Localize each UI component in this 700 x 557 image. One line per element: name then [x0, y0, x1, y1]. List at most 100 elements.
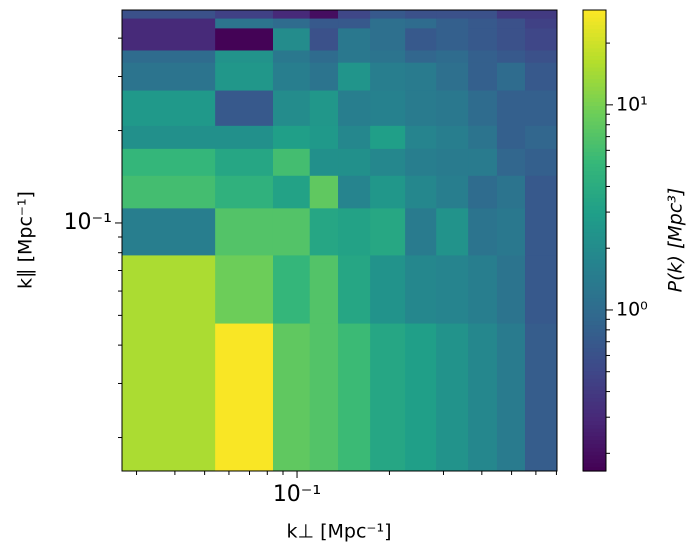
heatmap-cell: [309, 125, 339, 149]
colorbar-segment: [583, 21, 606, 26]
colorbar-segment: [583, 467, 606, 472]
colorbar-segment: [583, 301, 606, 307]
colorbar-segment: [583, 159, 606, 165]
heatmap-cell: [338, 148, 371, 176]
colorbar-segment: [583, 271, 606, 276]
heatmap-cell: [338, 254, 371, 324]
heatmap-cell: [215, 148, 274, 176]
heatmap-cell: [468, 148, 498, 176]
colorbar-segment: [583, 409, 606, 414]
colorbar-segment: [583, 340, 606, 345]
heatmap-cell: [122, 125, 216, 149]
colorbar-segment: [583, 413, 606, 418]
colorbar-segment: [583, 205, 606, 211]
heatmap-cell: [309, 49, 339, 63]
heatmap-cell: [272, 254, 311, 324]
heatmap-cell: [309, 27, 339, 51]
colorbar-segment: [583, 25, 606, 30]
colorbar-segment: [583, 129, 606, 134]
heatmap-cell: [272, 10, 311, 19]
heatmap-cell: [525, 90, 558, 126]
colorbar-segment: [583, 259, 606, 265]
heatmap-cell: [122, 323, 216, 472]
heatmap-cell: [496, 175, 526, 209]
colorbar-segment: [583, 440, 606, 445]
heatmap-cell: [496, 10, 526, 19]
heatmap-cell: [272, 323, 311, 472]
heatmap-cell: [272, 175, 311, 209]
colorbar-segment: [583, 148, 606, 153]
heatmap-cell: [525, 49, 558, 63]
heatmap-cell: [370, 18, 406, 29]
heatmap-cell: [309, 90, 339, 126]
colorbar-segment: [583, 378, 606, 384]
heatmap-cell: [468, 125, 498, 149]
heatmap-cell: [215, 125, 274, 149]
colorbar-segment: [583, 244, 606, 249]
colorbar-segment: [583, 155, 606, 161]
colorbar-segment: [583, 90, 606, 96]
colorbar-segment: [583, 444, 606, 449]
colorbar-segment: [583, 348, 606, 353]
colorbar-segment: [583, 167, 606, 172]
colorbar-segment: [583, 275, 606, 280]
heatmap-cell: [496, 90, 526, 126]
heatmap-cell: [468, 18, 498, 29]
heatmap-cell: [405, 10, 437, 19]
heatmap-cell: [370, 49, 406, 63]
x-tick-label: 10⁻¹: [273, 482, 321, 507]
heatmap-cell: [436, 90, 469, 126]
heatmap-cell: [405, 18, 437, 29]
heatmap-cell: [309, 323, 339, 472]
heatmap-cell: [370, 254, 406, 324]
heatmap-cell: [370, 27, 406, 51]
heatmap-cell: [436, 148, 469, 176]
heatmap-cell: [122, 207, 216, 256]
heatmap-cell: [496, 207, 526, 256]
heatmap-cell: [525, 18, 558, 29]
heatmap-cell: [370, 10, 406, 19]
heatmap-cell: [215, 254, 274, 324]
colorbar-segment: [583, 106, 606, 111]
heatmap-cell: [122, 27, 216, 51]
heatmap-cell: [370, 148, 406, 176]
heatmap-cell: [370, 125, 406, 149]
colorbar-segment: [583, 317, 606, 322]
heatmap-cell: [215, 49, 274, 63]
colorbar-segment: [583, 351, 606, 357]
heatmap-cell: [405, 27, 437, 51]
colorbar-segment: [583, 355, 606, 361]
colorbar-segment: [583, 382, 606, 388]
heatmap-cell: [215, 323, 274, 472]
heatmap-cell: [122, 62, 216, 91]
colorbar-segment: [583, 374, 606, 380]
colorbar-segment: [583, 267, 606, 272]
heatmap-cell: [405, 90, 437, 126]
colorbar-segment: [583, 290, 606, 295]
colorbar-segment: [583, 221, 606, 226]
heatmap-cell: [370, 323, 406, 472]
heatmap-cell: [436, 175, 469, 209]
colorbar-segment: [583, 163, 606, 169]
colorbar-segment: [583, 175, 606, 180]
colorbar-segment: [583, 432, 606, 438]
colorbar-segment: [583, 194, 606, 199]
colorbar-segment: [583, 52, 606, 57]
heatmap-cell: [436, 27, 469, 51]
heatmap-cell: [436, 254, 469, 324]
colorbar-segment: [583, 325, 606, 330]
colorbar-segment: [583, 225, 606, 230]
colorbar-segment: [583, 44, 606, 50]
heatmap-cell: [468, 175, 498, 209]
colorbar-segment: [583, 152, 606, 157]
heatmap-cell: [338, 175, 371, 209]
colorbar-segment: [583, 459, 606, 464]
colorbar-segment: [583, 313, 606, 318]
colorbar-segment: [583, 140, 606, 146]
heatmap-cell: [525, 62, 558, 91]
heatmap-cell: [405, 207, 437, 256]
colorbar-segment: [583, 29, 606, 34]
heatmap-cell: [525, 125, 558, 149]
heatmap-cell: [468, 10, 498, 19]
heatmap-cell: [338, 62, 371, 91]
